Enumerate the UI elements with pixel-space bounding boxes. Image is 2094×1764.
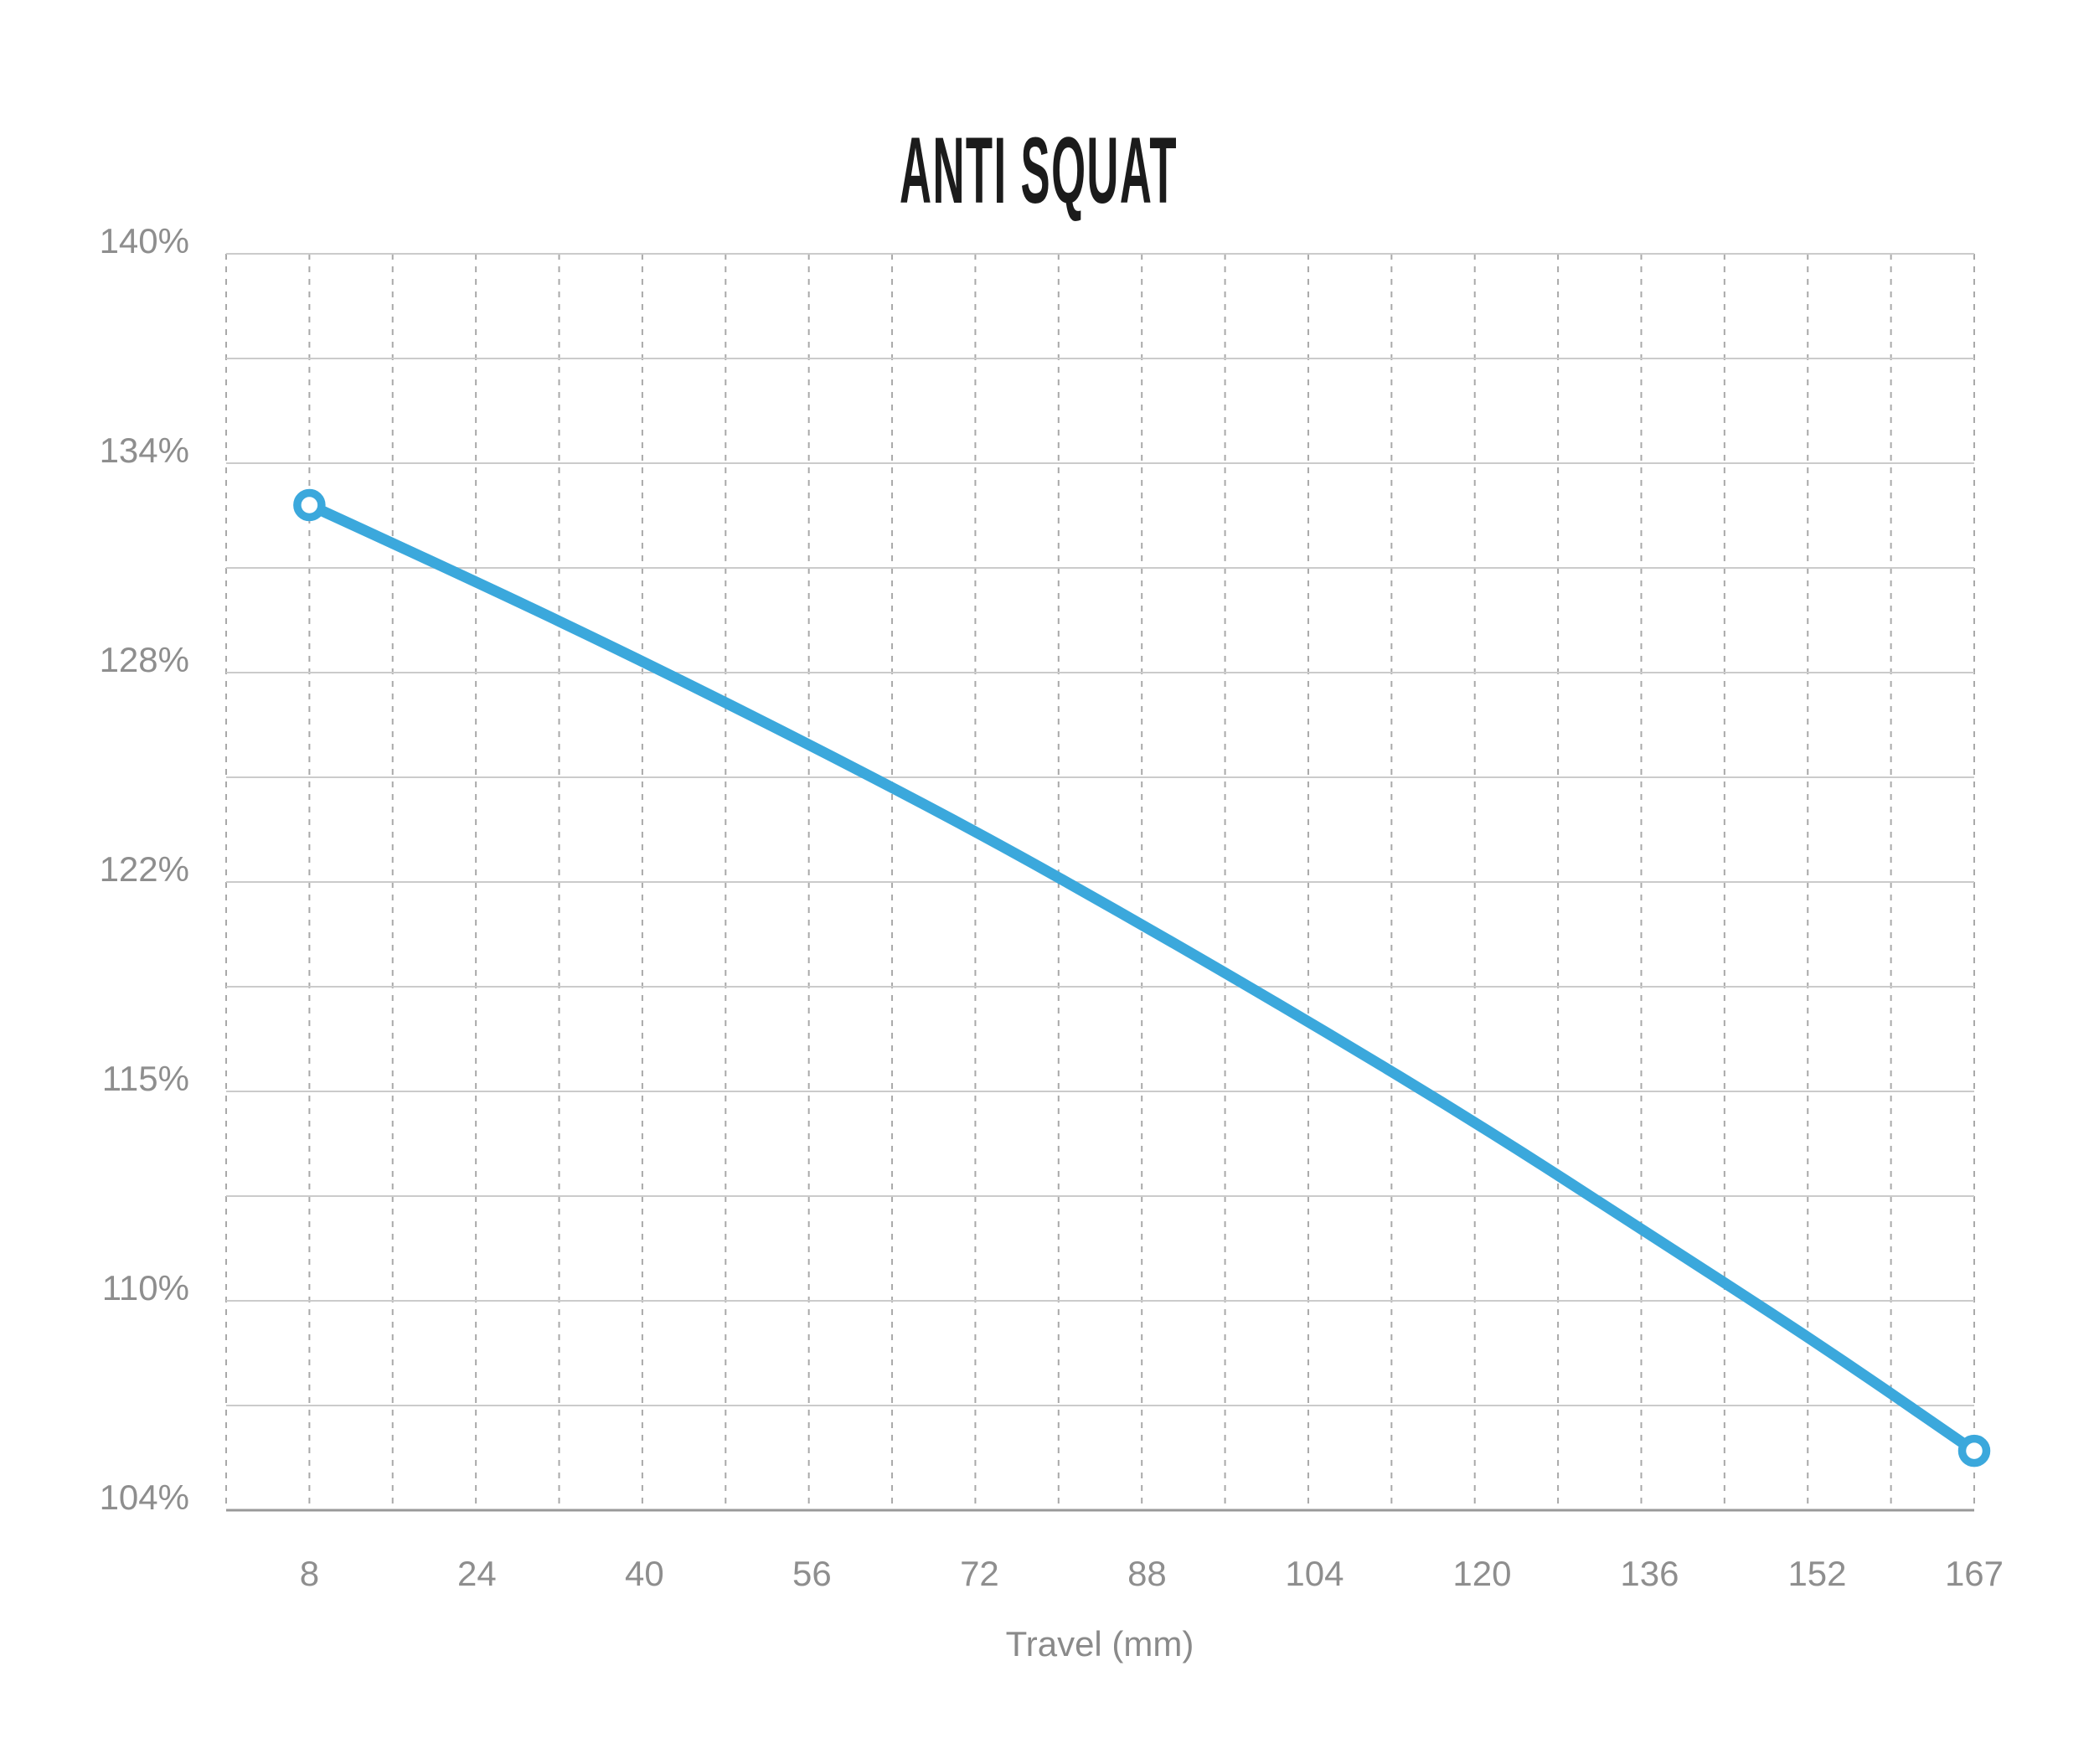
x-tick-label: 88: [1127, 1554, 1167, 1593]
x-axis-title: Travel (mm): [1005, 1624, 1194, 1663]
x-tick-label: 8: [299, 1554, 320, 1593]
x-tick-label: 152: [1787, 1554, 1847, 1593]
y-tick-label: 140%: [99, 221, 189, 260]
x-tick-label: 104: [1285, 1554, 1344, 1593]
y-tick-label: 110%: [101, 1268, 189, 1308]
y-tick-label: 134%: [99, 431, 189, 470]
y-tick-label: 122%: [99, 849, 189, 889]
y-tick-label: 104%: [99, 1478, 189, 1517]
x-tick-label: 167: [1944, 1554, 2004, 1593]
x-tick-label: 72: [960, 1554, 999, 1593]
data-point-marker: [1957, 1434, 1991, 1467]
x-tick-label: 56: [792, 1554, 832, 1593]
y-tick-label: 128%: [99, 640, 189, 679]
anti-squat-curve: [303, 499, 1980, 1457]
chart-title: ANTI SQUAT: [900, 118, 1178, 223]
data-point-marker: [293, 488, 326, 522]
x-tick-label: 40: [625, 1554, 664, 1593]
y-tick-label: 115%: [101, 1059, 189, 1098]
x-tick-label: 120: [1452, 1554, 1512, 1593]
x-tick-label: 24: [457, 1554, 497, 1593]
plot-canvas: [225, 253, 1991, 1512]
x-tick-label: 136: [1620, 1554, 1679, 1593]
plot-area: [225, 253, 1991, 1512]
